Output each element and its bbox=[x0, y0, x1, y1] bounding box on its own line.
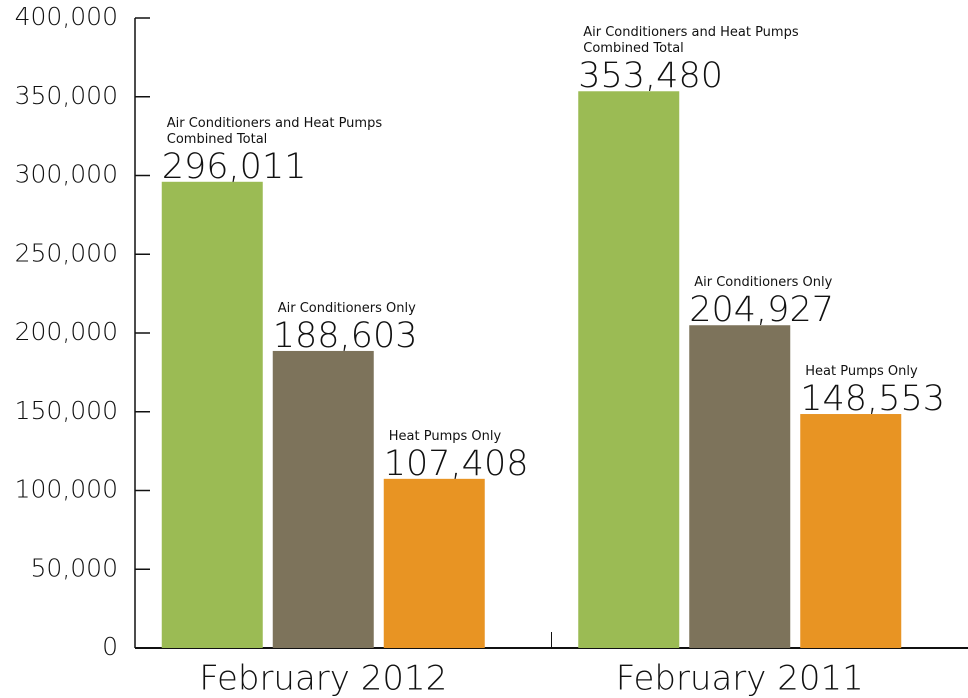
series-name: Air Conditioners and Heat Pumps Combined… bbox=[583, 25, 799, 57]
value-label: 148,553 bbox=[800, 379, 945, 420]
data-label: Air Conditioners Only 204,927 bbox=[689, 275, 944, 329]
bar bbox=[689, 325, 791, 648]
value-label: 353,480 bbox=[578, 56, 723, 97]
x-tick-label: February 2012 bbox=[199, 659, 447, 698]
series-name: Air Conditioners and Heat Pumps Combined… bbox=[166, 115, 383, 147]
y-tick-label: 0 bbox=[102, 632, 118, 661]
value-label: 188,603 bbox=[272, 315, 418, 356]
value-label: 107,408 bbox=[383, 443, 529, 484]
data-label: Air Conditioners Only 188,603 bbox=[273, 301, 528, 355]
data-label: Heat Pumps Only 107,408 bbox=[384, 429, 639, 483]
y-tick-label: 350,000 bbox=[15, 81, 118, 110]
y-tick-label: 250,000 bbox=[15, 238, 118, 267]
data-label: Air Conditioners and Heat Pumps Combined… bbox=[578, 25, 833, 95]
y-tick-label: 200,000 bbox=[15, 317, 118, 346]
value-label: 296,011 bbox=[161, 146, 307, 187]
data-label: Air Conditioners and Heat Pumps Combined… bbox=[162, 116, 417, 186]
y-tick-label: 50,000 bbox=[31, 553, 118, 582]
y-tick-label: 300,000 bbox=[15, 160, 118, 189]
series-name: Air Conditioners Only bbox=[694, 275, 833, 291]
y-tick-label: 100,000 bbox=[15, 475, 118, 504]
y-tick-label: 400,000 bbox=[15, 2, 118, 31]
bar bbox=[800, 414, 902, 648]
bar bbox=[383, 478, 485, 648]
series-name: Heat Pumps Only bbox=[805, 364, 918, 380]
bar bbox=[578, 91, 680, 649]
data-label: Heat Pumps Only 148,553 bbox=[800, 364, 968, 418]
value-label: 204,927 bbox=[689, 290, 834, 331]
series-name: Air Conditioners Only bbox=[277, 300, 416, 316]
bar bbox=[161, 181, 263, 649]
series-name: Heat Pumps Only bbox=[388, 428, 502, 444]
bar bbox=[272, 350, 374, 648]
y-tick-label: 150,000 bbox=[15, 396, 118, 425]
x-tick-label: February 2011 bbox=[616, 659, 864, 698]
